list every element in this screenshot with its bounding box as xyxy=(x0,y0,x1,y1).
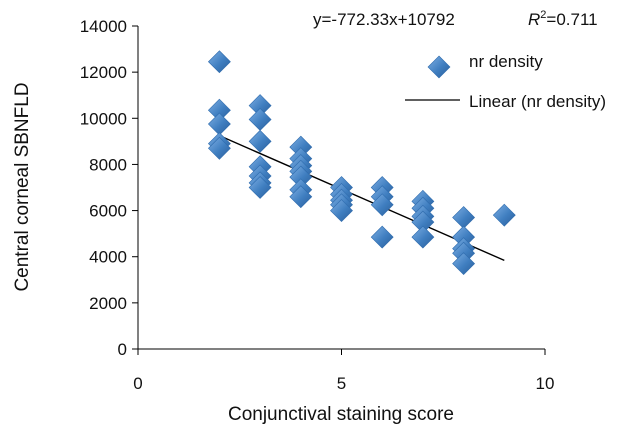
x-tick-label: 5 xyxy=(337,374,346,393)
data-point xyxy=(248,108,272,131)
data-point xyxy=(452,252,476,276)
data-point xyxy=(330,199,353,222)
data-points xyxy=(207,50,516,276)
y-tick-label: 8000 xyxy=(89,155,127,174)
data-point xyxy=(411,225,435,249)
r-squared-label: R2=0.711 xyxy=(528,9,598,29)
data-point xyxy=(289,185,313,209)
x-tick-label: 10 xyxy=(536,374,555,393)
legend-label-linear: Linear (nr density) xyxy=(469,92,606,111)
data-point xyxy=(207,136,231,160)
y-tick-label: 10000 xyxy=(80,109,127,128)
trendline-equation: y=-772.33x+10792 xyxy=(313,10,455,29)
y-tick-label: 0 xyxy=(118,340,127,359)
y-tick-label: 4000 xyxy=(89,248,127,267)
data-point xyxy=(207,112,231,136)
x-ticks: 0 5 10 xyxy=(133,349,554,393)
r-squared-value: =0.711 xyxy=(546,10,597,29)
y-tick-label: 2000 xyxy=(89,294,127,313)
y-tick-label: 14000 xyxy=(80,17,127,36)
legend-label-nr-density: nr density xyxy=(469,52,543,71)
x-tick-label: 0 xyxy=(133,374,142,393)
data-point xyxy=(492,203,516,227)
data-point xyxy=(370,193,394,217)
data-point xyxy=(207,50,231,74)
x-axis-title: Conjunctival staining score xyxy=(228,404,454,425)
y-tick-label: 6000 xyxy=(89,202,127,221)
y-tick-label: 12000 xyxy=(80,63,127,82)
data-point xyxy=(248,129,272,153)
data-point xyxy=(248,176,272,199)
y-axis-title: Central corneal SBNFLD xyxy=(12,82,33,291)
legend: nr density Linear (nr density) xyxy=(405,52,606,111)
data-point xyxy=(370,225,394,249)
data-point xyxy=(452,206,476,229)
y-ticks: 0 2000 4000 6000 8000 10000 12000 14000 xyxy=(80,17,138,359)
r-squared-superscript: 2 xyxy=(540,9,546,21)
legend-diamond-marker xyxy=(427,55,451,79)
r-squared-symbol: R xyxy=(528,10,540,29)
